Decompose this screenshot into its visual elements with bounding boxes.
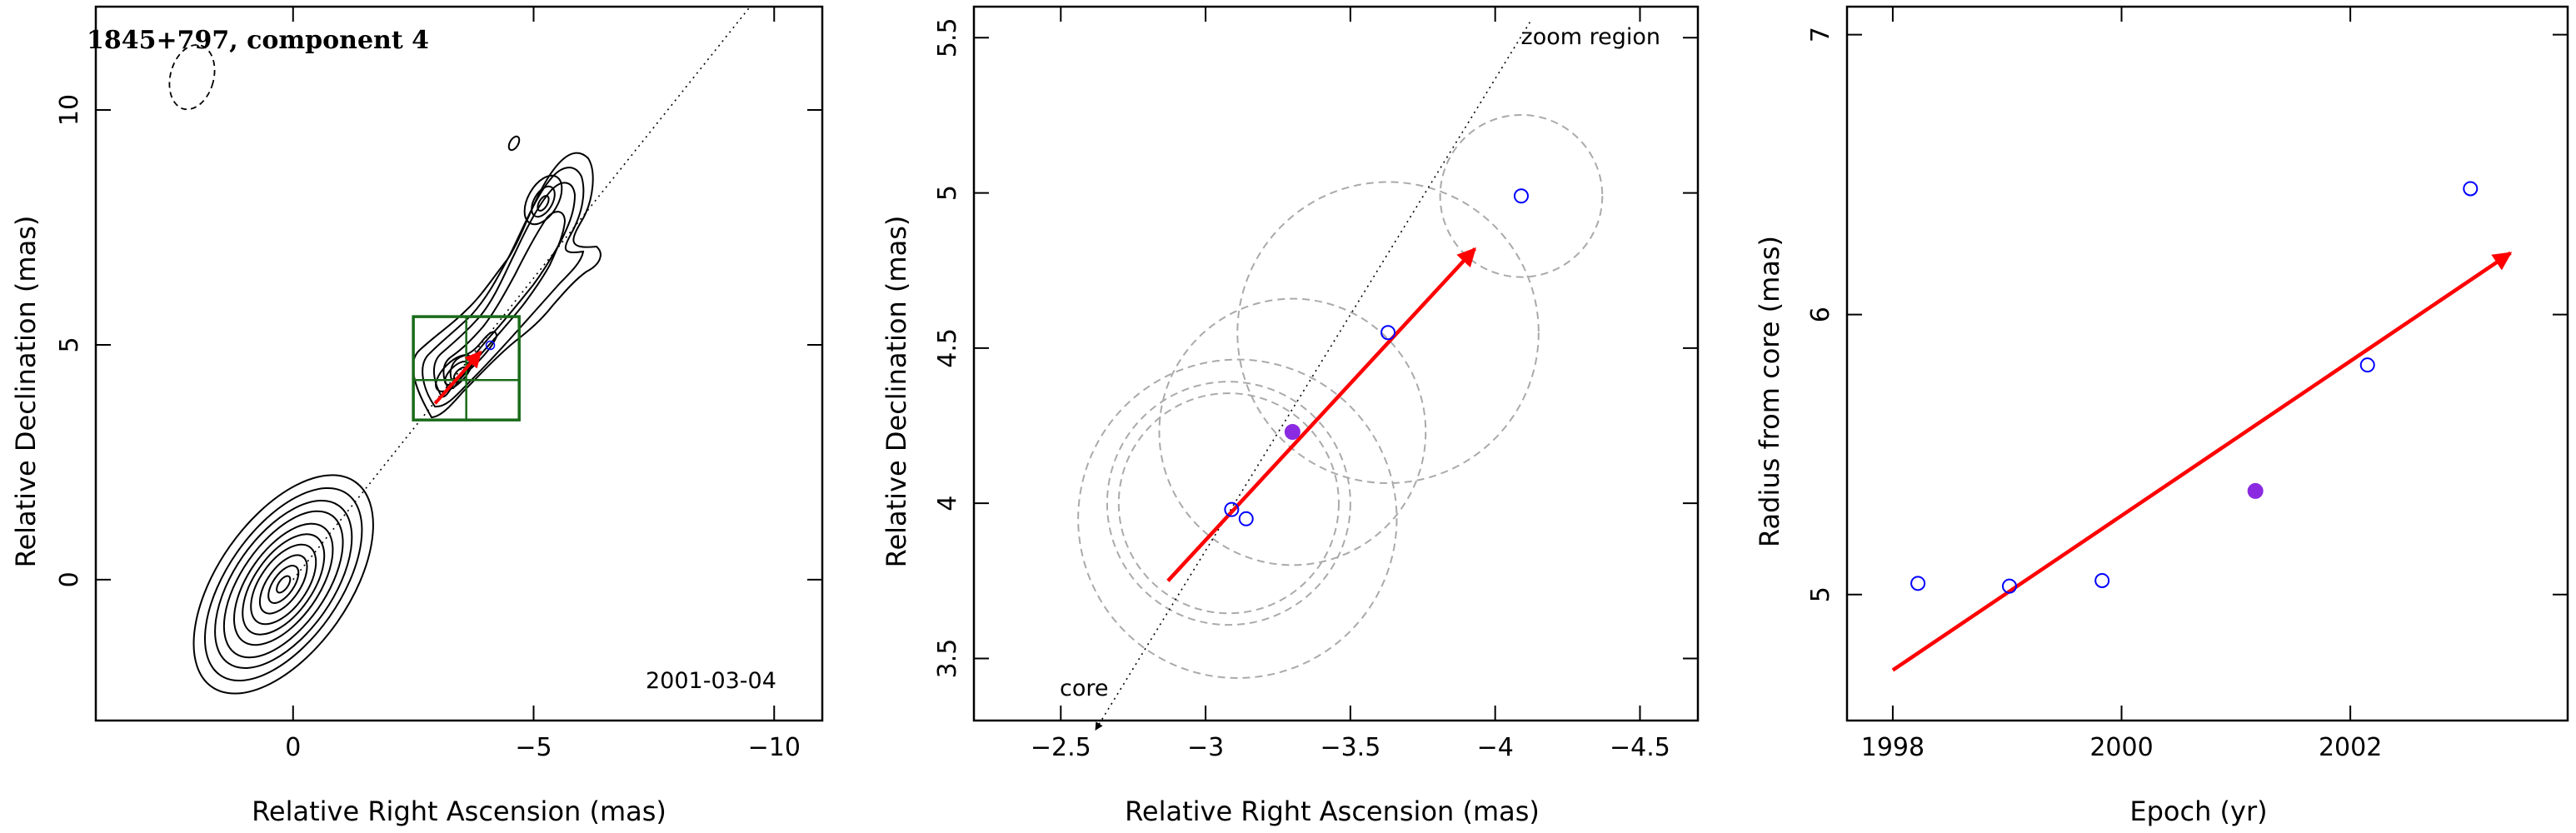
panel2-xtick-label: 1998 [1861,733,1925,762]
panel0-ytick-label: 5 [55,337,84,352]
panel0-xtick-label: 0 [285,733,301,762]
data-point-open [1513,188,1529,204]
panel1-ytick-label: 4.5 [933,328,962,368]
panel1-xtick-label: −4 [1477,733,1514,762]
core-contour [242,533,326,636]
core-contour [258,554,308,615]
panel0-ytick-label: 10 [55,94,84,126]
core-contour [233,522,334,646]
data-point-open [1910,576,1926,591]
panel1-ytick-label: 5.5 [933,17,962,57]
knot-contour [435,354,473,392]
core-contour [192,474,374,695]
panel1-x-axis-label: Relative Right Ascension (mas) [252,796,666,827]
jet-axis-line [1095,22,1531,731]
component-size-circle [1106,381,1351,626]
knot-contour [523,174,563,226]
velocity-arrow [1166,247,1477,582]
core-contour [204,486,363,682]
velocity-arrow [433,350,482,405]
panel1-frame [972,5,1700,722]
jet-contour [442,211,567,389]
data-point-open [2094,572,2110,588]
panel1-title: 1845+797, component 4 [87,26,429,55]
panel1-ytick-label: 5 [933,185,962,201]
panel2-xtick-label: 2002 [2319,733,2382,762]
component-size-circle [1117,392,1340,615]
jet-contour [433,182,577,398]
panel2-ytick-label: 6 [1806,307,1835,322]
panel-contour-map: 1845+797, component 4 2001-03-04 Relativ… [10,5,824,827]
panel0-xtick-label: −5 [515,733,552,762]
component-size-circle [1158,297,1427,566]
panel1-xtick-label: −2.5 [1031,733,1091,762]
panel1-ytick-label: 4 [933,496,962,511]
panel1-xtick-label: −3 [1187,733,1224,762]
component-size-circle [1236,181,1540,484]
panel2-y-axis-label: Relative Declination (mas) [881,216,912,568]
fit-arrow [1891,251,2513,672]
data-point-open [2359,357,2375,373]
panel3-x-axis-label: Epoch (yr) [2129,796,2267,827]
component-size-circle [1077,358,1398,679]
data-point-open [1224,501,1240,517]
panel2-ytick-label: 5 [1806,586,1835,602]
panel1-xtick-label: −3.5 [1320,733,1380,762]
data-point [485,340,496,351]
panel1-date: 2001-03-04 [646,668,776,694]
panel2-x-axis-label: Relative Right Ascension (mas) [1125,796,1540,827]
core-contour [276,575,292,594]
jet-contour [422,167,585,408]
panel2-ytick-label: 7 [1806,27,1835,42]
data-point-open [2001,578,2017,594]
component-size-circle [1439,113,1604,278]
knot-contour [537,194,550,212]
data-point-filled [2247,482,2264,499]
data-point-open [1238,511,1254,526]
core-contour [222,510,344,659]
panel2-core-label: core [1060,676,1108,701]
panel2-zoom-label: zoom region [1521,24,1660,50]
panel1-ytick-label: 3.5 [933,639,962,679]
data-point-filled [1284,423,1300,440]
core-contour [250,543,317,626]
panel3-y-axis-label: Radius from core (mas) [1754,236,1785,547]
beam-ellipse [168,43,216,111]
panel1-xtick-label: −4.5 [1610,733,1670,762]
panel1-y-axis-label: Relative Declination (mas) [10,216,42,568]
data-point-open [2463,181,2479,197]
panel-zoom-region: zoom region core Relative Right Ascensio… [881,5,1700,827]
jet-contour [412,152,602,419]
jet-axis-line [292,6,751,581]
knot-contour [531,185,556,218]
core-contour [214,499,353,670]
panel2-frame [1845,5,2569,722]
panel-radius-vs-epoch: Epoch (yr) Radius from core (mas) 1998 20… [1754,5,2569,827]
core-contour [267,565,300,604]
panel2-xtick-label: 2000 [2089,733,2153,762]
small-contour [507,135,521,152]
panel0-frame [94,5,824,722]
data-point-open [1380,325,1396,341]
panel0-xtick-label: −10 [748,733,801,762]
panel0-ytick-label: 0 [55,571,84,587]
